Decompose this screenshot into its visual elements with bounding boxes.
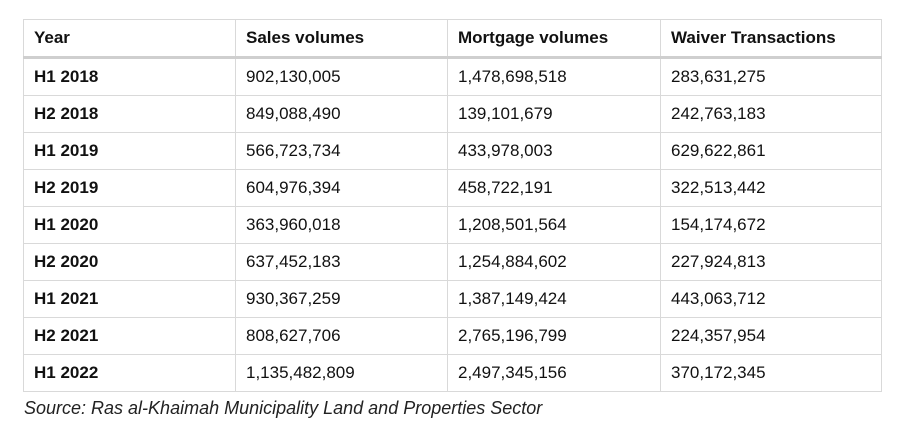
cell-waiver-transactions: 370,172,345 <box>660 354 882 392</box>
cell-year: H1 2022 <box>23 354 236 392</box>
table-row: H2 2020 637,452,183 1,254,884,602 227,924,8… <box>23 243 882 281</box>
cell-sales-volume: 849,088,490 <box>235 95 448 133</box>
cell-year: H2 2019 <box>23 169 236 207</box>
cell-sales-volume: 566,723,734 <box>235 132 448 170</box>
header-mortgage-volumes: Mortgage volumes <box>447 19 661 59</box>
cell-mortgage-volume: 433,978,003 <box>447 132 661 170</box>
cell-waiver-transactions: 242,763,183 <box>660 95 882 133</box>
cell-year: H2 2021 <box>23 317 236 355</box>
cell-sales-volume: 930,367,259 <box>235 280 448 318</box>
source-note: Source: Ras al-Khaimah Municipality Land… <box>24 398 543 418</box>
cell-mortgage-volume: 458,722,191 <box>447 169 661 207</box>
cell-mortgage-volume: 2,497,345,156 <box>447 354 661 392</box>
cell-sales-volume: 637,452,183 <box>235 243 448 281</box>
table-row: H1 2021 930,367,259 1,387,149,424 443,063,7… <box>23 280 882 318</box>
cell-year: H2 2020 <box>23 243 236 281</box>
volumes-table: Year Sales volumes Mortgage volumes Waiv… <box>23 19 882 392</box>
cell-mortgage-volume: 1,387,149,424 <box>447 280 661 318</box>
cell-waiver-transactions: 283,631,275 <box>660 57 882 96</box>
header-year: Year <box>23 19 236 59</box>
header-waiver-transactions: Waiver Transactions <box>660 19 882 59</box>
cell-waiver-transactions: 443,063,712 <box>660 280 882 318</box>
cell-year: H1 2020 <box>23 206 236 244</box>
cell-sales-volume: 808,627,706 <box>235 317 448 355</box>
cell-waiver-transactions: 154,174,672 <box>660 206 882 244</box>
data-table-container: Year Sales volumes Mortgage volumes Waiv… <box>23 19 882 392</box>
cell-year: H2 2018 <box>23 95 236 133</box>
cell-sales-volume: 1,135,482,809 <box>235 354 448 392</box>
cell-waiver-transactions: 224,357,954 <box>660 317 882 355</box>
cell-sales-volume: 604,976,394 <box>235 169 448 207</box>
cell-year: H1 2019 <box>23 132 236 170</box>
table-row: H2 2021 808,627,706 2,765,196,799 224,357,9… <box>23 317 882 355</box>
cell-year: H1 2021 <box>23 280 236 318</box>
table-header-row: Year Sales volumes Mortgage volumes Waiv… <box>23 19 882 59</box>
table-row: H2 2018 849,088,490 139,101,679 242,763,183 <box>23 95 882 133</box>
table-body: H1 2018 902,130,005 1,478,698,518 283,631,2… <box>23 57 882 392</box>
table-row: H1 2019 566,723,734 433,978,003 629,622,861 <box>23 132 882 170</box>
cell-mortgage-volume: 1,478,698,518 <box>447 57 661 96</box>
cell-year: H1 2018 <box>23 57 236 96</box>
cell-mortgage-volume: 1,254,884,602 <box>447 243 661 281</box>
cell-sales-volume: 902,130,005 <box>235 57 448 96</box>
header-sales-volumes: Sales volumes <box>235 19 448 59</box>
table-row: H1 2018 902,130,005 1,478,698,518 283,631,2… <box>23 57 882 96</box>
cell-mortgage-volume: 1,208,501,564 <box>447 206 661 244</box>
cell-waiver-transactions: 227,924,813 <box>660 243 882 281</box>
table-row: H1 2020 363,960,018 1,208,501,564 154,174,6… <box>23 206 882 244</box>
table-row: H1 2022 1,135,482,809 2,497,345,156 370,172… <box>23 354 882 392</box>
cell-waiver-transactions: 629,622,861 <box>660 132 882 170</box>
cell-mortgage-volume: 2,765,196,799 <box>447 317 661 355</box>
cell-waiver-transactions: 322,513,442 <box>660 169 882 207</box>
cell-mortgage-volume: 139,101,679 <box>447 95 661 133</box>
table-row: H2 2019 604,976,394 458,722,191 322,513,442 <box>23 169 882 207</box>
cell-sales-volume: 363,960,018 <box>235 206 448 244</box>
